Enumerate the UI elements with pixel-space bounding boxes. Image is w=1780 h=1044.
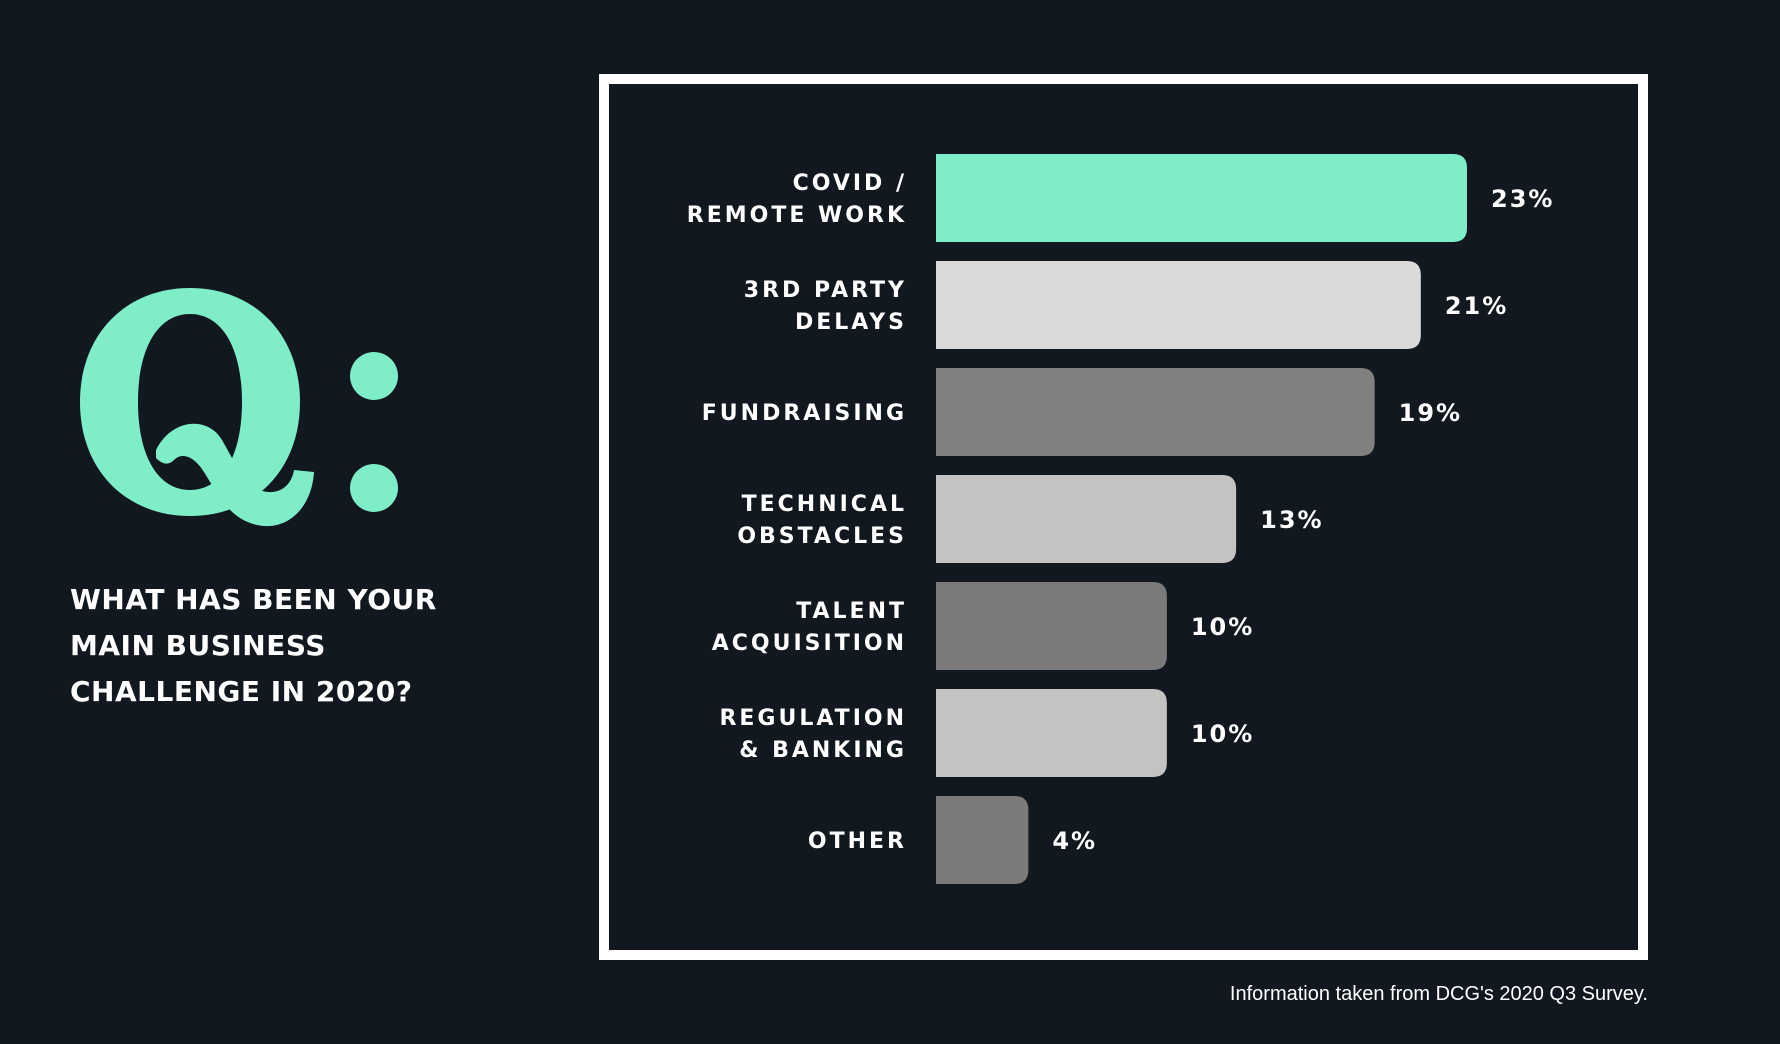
category-label: OTHER (808, 829, 907, 854)
category-label: OBSTACLES (737, 524, 907, 549)
category-label: FUNDRAISING (702, 401, 907, 426)
value-label: 19% (1399, 399, 1462, 427)
value-label: 13% (1260, 506, 1323, 534)
value-label: 4% (1052, 827, 1097, 855)
q-logo-icon (80, 288, 398, 527)
category-label: & BANKING (739, 738, 907, 763)
colon-dot-bottom-icon (350, 464, 398, 512)
category-label: REMOTE WORK (687, 203, 907, 228)
question-line: WHAT HAS BEEN YOUR (70, 583, 437, 616)
bar (936, 689, 1167, 777)
q-letter-icon (80, 288, 314, 527)
question-line: CHALLENGE IN 2020? (70, 675, 413, 708)
bar (936, 796, 1029, 884)
chart-frame: COVID / REMOTE WORK 23% 3RD PARTY DELAYS 21% F… (599, 74, 1648, 960)
source-note: Information taken from DCG's 2020 Q3 Sur… (1229, 983, 1648, 1005)
category-label: COVID / (793, 171, 907, 196)
bar-chart: COVID / REMOTE WORK 23% 3RD PARTY DELAYS 21% F… (687, 154, 1554, 884)
bar (936, 368, 1375, 456)
bar (936, 154, 1467, 242)
category-label: TALENT (796, 599, 907, 624)
bar (936, 261, 1421, 349)
category-label: 3RD PARTY (744, 278, 907, 303)
value-label: 21% (1445, 292, 1508, 320)
colon-dot-top-icon (350, 352, 398, 400)
question-text: WHAT HAS BEEN YOUR MAIN BUSINESS CHALLEN… (70, 577, 470, 715)
value-label: 10% (1191, 720, 1254, 748)
question-line: MAIN BUSINESS (70, 629, 326, 662)
bar (936, 582, 1167, 670)
value-label: 10% (1191, 613, 1254, 641)
value-label: 23% (1491, 185, 1554, 213)
category-label: ACQUISITION (712, 631, 907, 656)
category-label: REGULATION (719, 706, 907, 731)
category-label: DELAYS (795, 310, 907, 335)
category-label: TECHNICAL (742, 492, 907, 517)
bar (936, 475, 1237, 563)
